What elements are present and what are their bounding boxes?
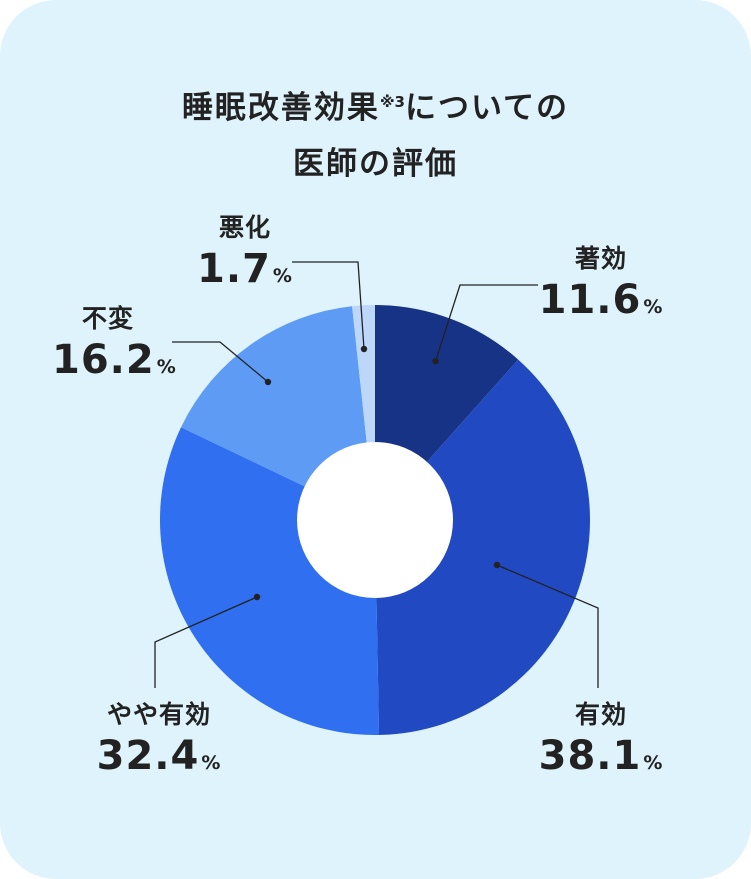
connector-dot [360, 345, 368, 353]
connector-worsened [292, 261, 368, 353]
connector-line [172, 341, 269, 383]
connectors-layer [154, 261, 599, 688]
slice-label-strongly-effective: 著効 11.6% [536, 244, 666, 333]
connector-strongly-effective [432, 284, 538, 365]
slice-value: 11.6% [538, 277, 664, 323]
slice-label-effective: 有効 38.1% [536, 700, 666, 789]
connector-somewhat-effective [154, 593, 261, 688]
connector-line [496, 564, 599, 688]
slice-name: 有効 [574, 700, 627, 729]
connector-dot [432, 357, 439, 365]
connector-unchanged [172, 341, 272, 386]
slice-name: 不変 [82, 304, 135, 333]
connector-line [292, 261, 365, 350]
footnote-marker: ※3 [379, 93, 405, 111]
connector-dot [253, 593, 261, 601]
connector-dot [493, 561, 501, 569]
slice-name: 悪化 [218, 213, 271, 242]
connector-line [434, 284, 538, 362]
slices-layer [160, 305, 591, 735]
slice-value: 38.1% [538, 733, 664, 779]
title-suffix: についての [404, 90, 570, 126]
slice-value: 32.4% [96, 733, 222, 779]
slice-label-worsened: 悪化 1.7% [190, 213, 300, 302]
title-line-1: 睡眠改善効果※3についての [0, 80, 751, 136]
title-line-2: 医師の評価 [293, 146, 458, 182]
slice-value: 16.2% [52, 337, 177, 383]
slice-label-unchanged: 不変 16.2% [52, 304, 182, 393]
connector-line [154, 596, 258, 688]
slice-name: やや有効 [106, 700, 211, 729]
chart-title: 睡眠改善効果※3についての 医師の評価 [0, 80, 751, 192]
connector-dot [264, 378, 272, 386]
slice-label-somewhat-effective: やや有効 32.4% [84, 700, 234, 789]
donut-hole [297, 442, 453, 598]
slice-effective [375, 359, 591, 735]
connector-effective [493, 561, 599, 688]
slice-name: 著効 [574, 244, 627, 273]
slice-value: 1.7% [197, 246, 293, 292]
title-main: 睡眠改善効果 [181, 90, 380, 126]
